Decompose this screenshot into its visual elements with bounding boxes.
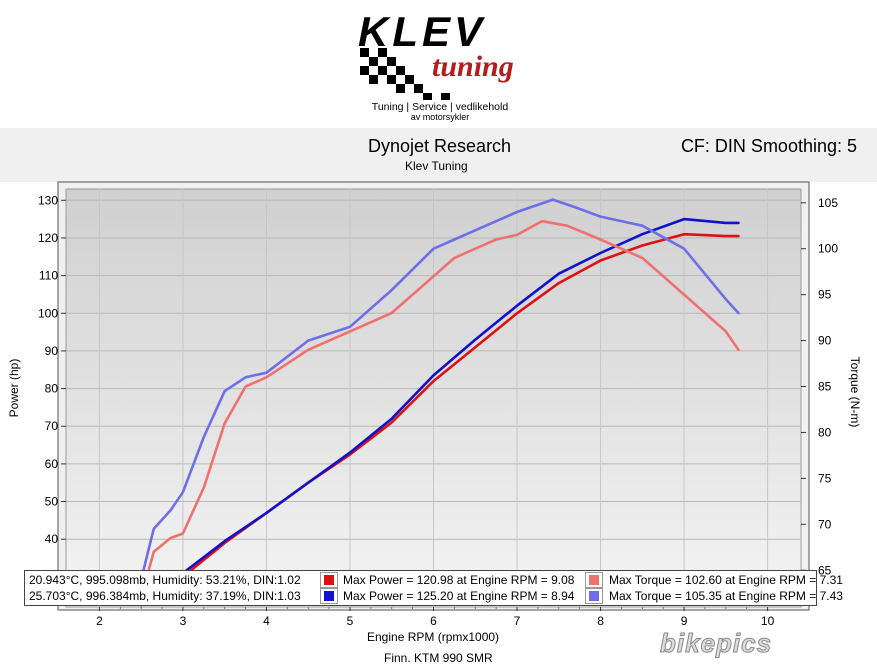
x-axis-label: Engine RPM (rpmx1000) xyxy=(367,630,500,644)
y2-tick-label: 80 xyxy=(818,425,832,439)
y-tick-label: 40 xyxy=(45,532,59,546)
legend-max-torque: Max Torque = 102.60 at Engine RPM = 7.31 xyxy=(609,573,843,587)
y-tick-label: 70 xyxy=(45,419,59,433)
bikepics-watermark: bikepics xyxy=(659,628,773,659)
series-line xyxy=(139,198,740,581)
y-tick-label: 80 xyxy=(45,382,59,396)
klev-tuning-logo: KLEV tuning Tuning | Service | vedlikeho… xyxy=(358,8,514,122)
y-tick-label: 100 xyxy=(38,306,58,320)
correction-factor-info: CF: DIN Smoothing: 5 xyxy=(680,136,857,156)
y2-tick-label: 85 xyxy=(818,380,832,394)
legend-max-power: Max Power = 125.20 at Engine RPM = 8.94 xyxy=(343,589,575,603)
series-line xyxy=(139,219,740,600)
x-tick-label: 7 xyxy=(514,614,521,628)
y2-tick-label: 95 xyxy=(818,288,832,302)
chart-subtitle: Klev Tuning xyxy=(405,159,468,173)
series-line xyxy=(139,232,740,607)
legend-row: 25.703°C, 996.384mb, Humidity: 37.19%, D… xyxy=(25,588,843,604)
vehicle-note: Finn. KTM 990 SMR xyxy=(384,651,493,665)
x-tick-label: 10 xyxy=(761,614,775,628)
legend-swatch-power xyxy=(320,588,338,604)
legend-conditions: 20.943°C, 995.098mb, Humidity: 53.21%, D… xyxy=(29,573,301,587)
series-line xyxy=(139,217,740,603)
y2-axis-ticks: 65 70 75 80 85 90 95 100 105 xyxy=(801,196,838,577)
y-tick-label: 90 xyxy=(45,344,59,358)
y-tick-label: 130 xyxy=(38,193,58,207)
x-axis-ticks: 2 3 4 5 6 7 8 9 10 xyxy=(96,607,775,628)
y-axis-label: Power (hp) xyxy=(7,359,21,418)
y2-tick-label: 65 xyxy=(818,563,832,577)
x-tick-label: 8 xyxy=(597,614,604,628)
logo-tagline-sub: av motorsykler xyxy=(411,112,470,122)
legend: 20.943°C, 995.098mb, Humidity: 53.21%, D… xyxy=(24,570,843,606)
chart-title: Dynojet Research xyxy=(368,136,512,156)
y-tick-label: 50 xyxy=(45,495,59,509)
legend-max-torque: Max Torque = 105.35 at Engine RPM = 7.43 xyxy=(609,589,843,603)
legend-conditions: 25.703°C, 996.384mb, Humidity: 37.19%, D… xyxy=(29,589,301,603)
x-tick-label: 6 xyxy=(430,614,437,628)
x-tick-label: 9 xyxy=(681,614,688,628)
y2-axis-label: Torque (N-m) xyxy=(848,357,862,428)
x-tick-label: 4 xyxy=(263,614,270,628)
y-tick-label: 120 xyxy=(38,231,58,245)
title-band xyxy=(0,128,877,182)
series-lines xyxy=(139,198,740,607)
logo-tagline: Tuning | Service | vedlikehold xyxy=(372,101,509,113)
legend-max-power: Max Power = 120.98 at Engine RPM = 9.08 xyxy=(343,573,575,587)
y-tick-label: 60 xyxy=(45,457,59,471)
y2-tick-label: 70 xyxy=(818,517,832,531)
logo-brand: KLEV xyxy=(358,8,486,55)
x-tick-label: 3 xyxy=(180,614,187,628)
y2-tick-label: 75 xyxy=(818,471,832,485)
legend-swatch-torque xyxy=(585,588,603,604)
y2-tick-label: 105 xyxy=(818,196,838,210)
legend-swatch-torque xyxy=(585,572,603,588)
y-tick-label: 110 xyxy=(39,269,58,283)
legend-swatch-power xyxy=(320,572,338,588)
y2-tick-label: 100 xyxy=(818,242,838,256)
checkered-flag-icon xyxy=(360,48,450,100)
x-tick-label: 2 xyxy=(96,614,103,628)
x-tick-label: 5 xyxy=(347,614,354,628)
y2-tick-label: 90 xyxy=(818,334,832,348)
logo-script: tuning xyxy=(432,50,514,83)
legend-row: 20.943°C, 995.098mb, Humidity: 53.21%, D… xyxy=(25,572,843,588)
